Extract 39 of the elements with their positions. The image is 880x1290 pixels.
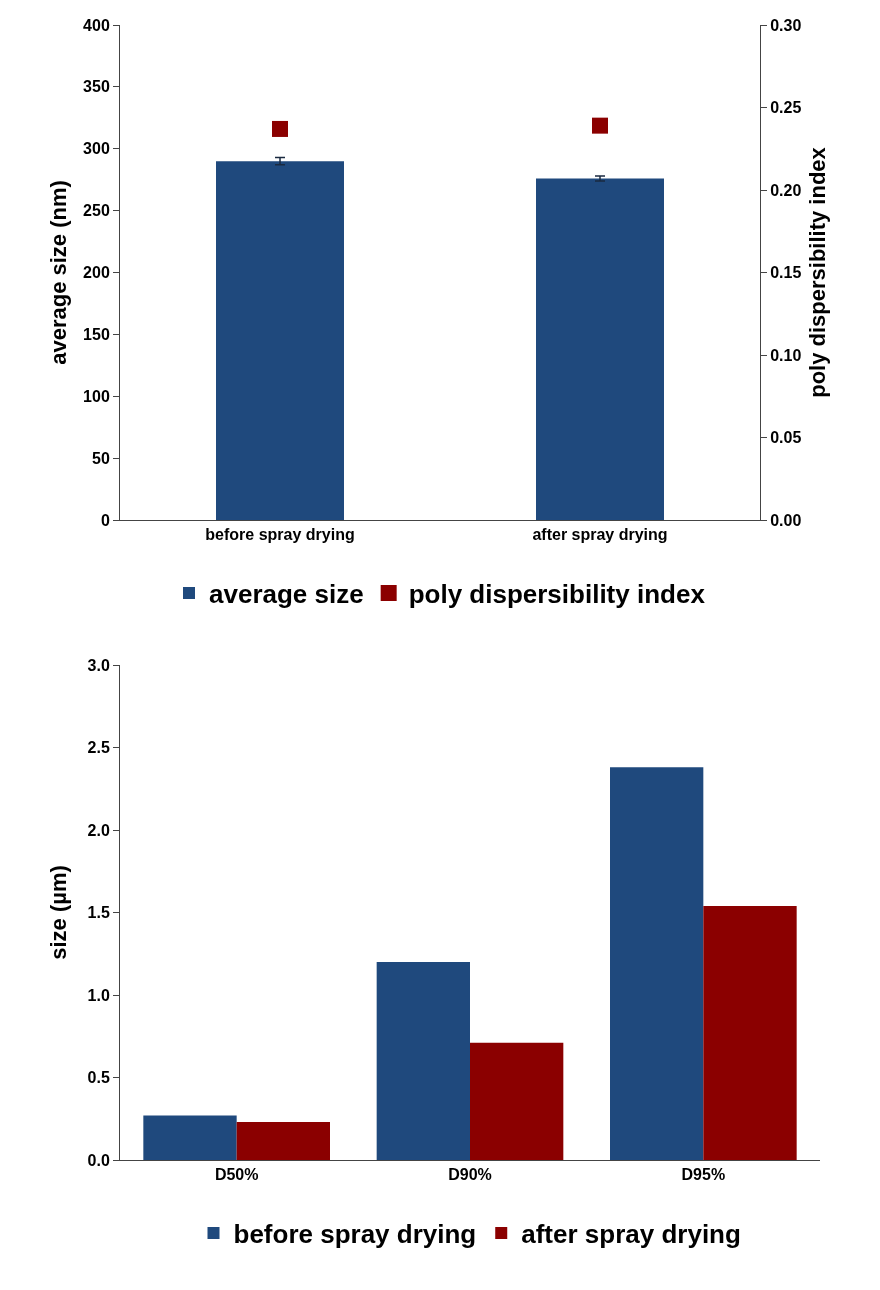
bar xyxy=(703,905,797,1160)
y2-tick-label: 0.30 xyxy=(770,16,802,34)
x-tick-label: D90% xyxy=(448,1166,492,1184)
y2-tick-label: 0.05 xyxy=(770,429,802,447)
y-tick-label: 1.5 xyxy=(87,904,110,922)
y2-tick-label: 0.25 xyxy=(770,99,802,117)
y-tick-label: 0.5 xyxy=(87,1069,110,1087)
legend-label: poly dispersibility index xyxy=(408,579,706,610)
y-tick-label: 250 xyxy=(83,202,110,220)
y-tick-label: 300 xyxy=(83,140,110,158)
bar xyxy=(143,1115,237,1160)
y-tick-label: 0 xyxy=(100,511,110,529)
y-tick-label: 3.0 xyxy=(87,656,110,674)
x-tick-label: D95% xyxy=(681,1166,726,1184)
y2-tick-label: 0.15 xyxy=(770,264,802,282)
y-tick-label: 2.0 xyxy=(87,821,110,839)
y-tick-label: 2.5 xyxy=(87,739,110,757)
y2-tick-label: 0.10 xyxy=(770,346,802,364)
legend-label: before spray drying xyxy=(233,1219,477,1250)
bar xyxy=(376,962,470,1160)
y-tick-label: 50 xyxy=(92,449,110,467)
y-axis-title: size (µm) xyxy=(46,865,71,960)
y2-tick-label: 0.00 xyxy=(770,511,802,529)
y-tick-label: 100 xyxy=(83,387,110,405)
y-tick-label: 1.0 xyxy=(87,986,110,1004)
legend-label: after spray drying xyxy=(521,1219,741,1250)
bar xyxy=(470,1042,564,1160)
y-tick-label: 150 xyxy=(83,325,110,343)
bar xyxy=(236,1122,330,1160)
y-tick-label: 350 xyxy=(83,78,110,96)
y-axis-title: average size (nm) xyxy=(46,180,71,365)
y2-axis-title: poly dispersibility index xyxy=(805,146,830,398)
y-tick-label: 0.0 xyxy=(87,1151,110,1169)
x-tick-label: D50% xyxy=(214,1166,259,1184)
y-tick-label: 400 xyxy=(83,16,110,34)
y-tick-label: 200 xyxy=(83,264,110,282)
legend-label: average size xyxy=(209,579,364,610)
bar xyxy=(610,767,704,1160)
y2-tick-label: 0.20 xyxy=(770,181,802,199)
